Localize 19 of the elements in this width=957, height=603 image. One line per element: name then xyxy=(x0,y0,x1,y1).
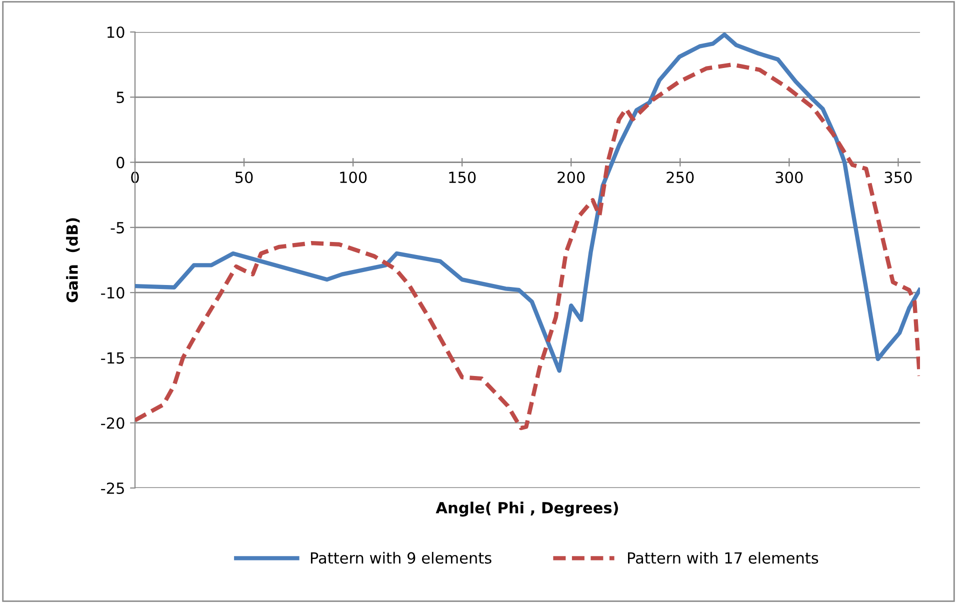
x-tick-label: 200 xyxy=(558,172,585,184)
y-tick-label: -10 xyxy=(101,287,124,299)
x-tick-label: 350 xyxy=(884,172,912,184)
x-axis-title: Angle( Phi , Degrees) xyxy=(436,502,618,517)
x-tick-label: 300 xyxy=(776,172,803,184)
y-tick-label: 0 xyxy=(116,156,124,168)
legend-label: Pattern with 17 elements xyxy=(628,552,818,564)
y-tick-label: -15 xyxy=(101,352,124,364)
x-tick-label: 50 xyxy=(235,172,253,184)
x-tick-label: 100 xyxy=(340,172,367,184)
y-tick-label: -5 xyxy=(110,222,124,234)
y-tick-label: -25 xyxy=(101,482,124,494)
y-tick-label: -20 xyxy=(101,417,124,429)
legend-label: Pattern with 9 elements xyxy=(310,552,492,564)
y-tick-label: 5 xyxy=(116,92,124,104)
x-tick-label: 250 xyxy=(666,172,694,184)
x-tick-label: 150 xyxy=(449,172,476,184)
y-axis-title: Gain (dB) xyxy=(66,218,80,302)
y-tick-label: 10 xyxy=(108,26,124,38)
